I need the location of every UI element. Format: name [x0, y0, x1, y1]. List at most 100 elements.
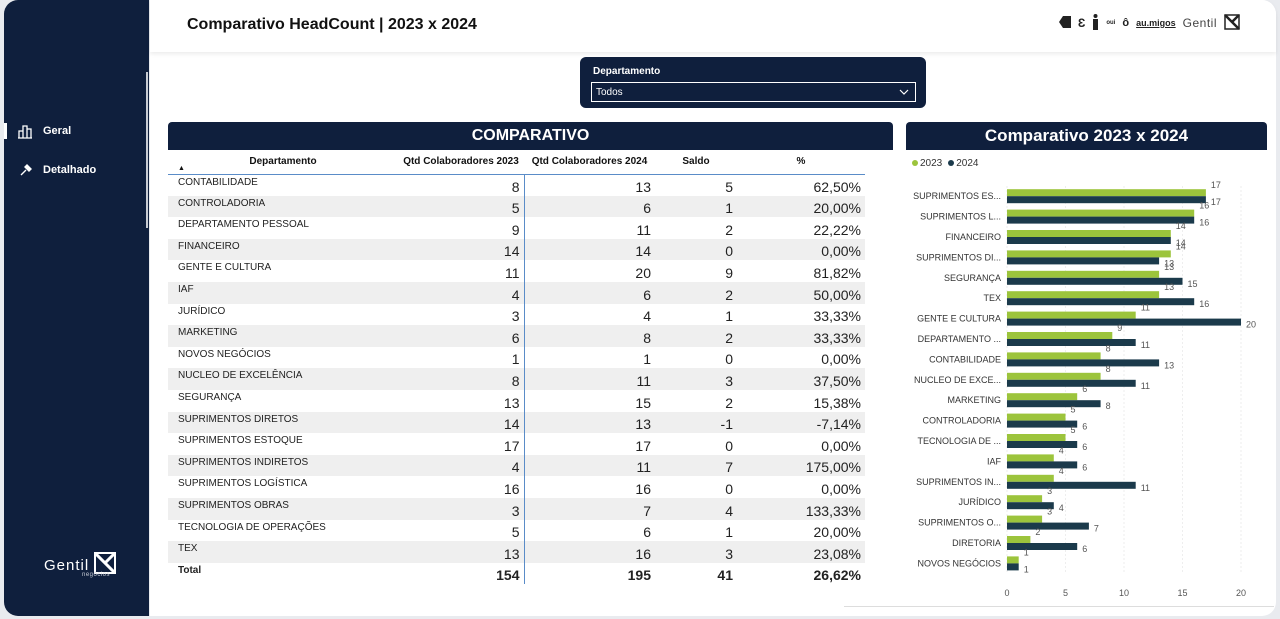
bar-2023[interactable]: [1007, 434, 1066, 441]
bar-2024[interactable]: [1007, 196, 1206, 204]
main-canvas: Comparativo HeadCount | 2023 x 2024 Ɛ ou…: [150, 0, 1276, 616]
table-row[interactable]: SUPRIMENTOS DIRETOS 14 13 -1 -7,14%: [168, 411, 865, 434]
cell-qtd-2024: 6: [643, 524, 651, 541]
table-row[interactable]: MARKETING 6 8 2 33,33%: [168, 325, 865, 347]
bar-2023[interactable]: [1007, 413, 1066, 421]
data-label: 4: [1059, 466, 1064, 476]
table-row[interactable]: JURÍDICO 3 4 1 33,33%: [168, 303, 865, 326]
bar-2023[interactable]: [1007, 454, 1054, 462]
bar-2024[interactable]: [1007, 481, 1136, 489]
cell-departamento: SUPRIMENTOS INDIRETOS: [168, 454, 398, 477]
cell-percent: 23,08%: [737, 541, 865, 563]
cell-qtd-2023: 4: [398, 281, 525, 304]
column-header-percent[interactable]: %: [737, 150, 865, 175]
brand-gentil: Gentil: [1182, 16, 1217, 30]
bar-2023[interactable]: [1007, 474, 1054, 482]
bar-chart: 2023 2024 0 5 10 15 20 SUPRIMENTOS ES... 17 17 S…: [906, 150, 1266, 610]
cell-saldo: 0: [725, 437, 733, 454]
bar-2023[interactable]: [1007, 209, 1195, 217]
table-row[interactable]: TECNOLOGIA DE OPERAÇÕES 5 6 1 20,00%: [168, 519, 865, 542]
table-row[interactable]: FINANCEIRO 14 14 0 0,00%: [168, 238, 865, 261]
table-row[interactable]: DEPARTAMENTO PESSOAL 9 11 2 22,22%: [168, 217, 865, 239]
cell-saldo: 2: [725, 394, 733, 411]
bar-2023[interactable]: [1007, 291, 1160, 299]
y-category-label: DEPARTAMENTO ...: [918, 334, 1001, 344]
sidebar: Geral Detalhado Gentil negócios: [4, 0, 149, 616]
bar-2024[interactable]: [1007, 400, 1101, 408]
cell-departamento: MARKETING: [168, 325, 398, 347]
cell-qtd-2024: 7: [524, 497, 655, 520]
bar-2023[interactable]: [1007, 189, 1206, 197]
bar-2023[interactable]: [1007, 332, 1113, 339]
data-label: 1: [1024, 564, 1029, 574]
table-row[interactable]: NUCLEO DE EXCELÊNCIA 8 11 3 37,50%: [168, 368, 865, 390]
bar-2024[interactable]: [1007, 277, 1183, 285]
bar-2023[interactable]: [1007, 556, 1019, 564]
bar-2024[interactable]: [1007, 420, 1078, 428]
table-row[interactable]: NOVOS NEGÓCIOS 1 1 0 0,00%: [168, 346, 865, 369]
bar-2023[interactable]: [1007, 230, 1171, 237]
bar-2024[interactable]: [1007, 563, 1019, 571]
bar-2024[interactable]: [1007, 318, 1241, 326]
column-header-qtd-2024[interactable]: Qtd Colaboradores 2024: [524, 150, 655, 175]
bar-2023[interactable]: [1007, 536, 1031, 543]
bar-2024[interactable]: [1007, 298, 1195, 306]
data-label: 15: [1188, 279, 1198, 289]
sidebar-item-detalhado[interactable]: Detalhado: [19, 163, 96, 177]
table-row[interactable]: CONTABILIDADE 8 13 5 62,50%: [168, 174, 865, 196]
bar-2024[interactable]: [1007, 543, 1078, 550]
table-row[interactable]: SUPRIMENTOS OBRAS 3 7 4 133,33%: [168, 497, 865, 520]
bar-2024[interactable]: [1007, 237, 1171, 244]
gentil-logo-mark: [94, 551, 117, 575]
bar-2024[interactable]: [1007, 461, 1078, 469]
bar-2023[interactable]: [1007, 311, 1136, 319]
bar-2024[interactable]: [1007, 379, 1136, 387]
legend-item-2024[interactable]: 2024: [948, 158, 979, 169]
sidebar-item-geral[interactable]: Geral: [17, 123, 71, 139]
bar-2024[interactable]: [1007, 359, 1160, 367]
cell-percent: 22,22%: [813, 221, 861, 238]
cell-departamento: NUCLEO DE EXCELÊNCIA: [168, 368, 398, 390]
y-category-label: SUPRIMENTOS ES...: [913, 191, 1001, 201]
bar-2024[interactable]: [1007, 502, 1054, 510]
brand-o: ô: [1122, 17, 1130, 29]
table-row[interactable]: SUPRIMENTOS ESTOQUE 17 17 0 0,00%: [168, 433, 865, 455]
total-qtd-2024: 195: [524, 562, 655, 585]
column-header-departamento[interactable]: ▲ Departamento: [168, 150, 398, 175]
bar-2024[interactable]: [1007, 339, 1136, 346]
cell-percent: 133,33%: [737, 497, 865, 520]
cell-qtd-2023: 11: [398, 260, 525, 282]
bar-2024[interactable]: [1007, 257, 1160, 265]
column-header-saldo[interactable]: Saldo: [655, 150, 737, 175]
y-category-label: JURÍDICO: [959, 497, 1002, 507]
legend-item-2023[interactable]: 2023: [912, 158, 942, 169]
cell-departamento: CONTABILIDADE: [178, 176, 258, 188]
cell-qtd-2023: 14: [398, 411, 525, 434]
bar-2023[interactable]: [1007, 270, 1160, 278]
bar-2023[interactable]: [1007, 352, 1101, 360]
bar-2023[interactable]: [1007, 393, 1078, 401]
table-row[interactable]: SEGURANÇA 13 15 2 15,38%: [168, 389, 865, 412]
bar-2024[interactable]: [1007, 441, 1078, 448]
data-label: 6: [1082, 384, 1087, 394]
y-category-label: CONTABILIDADE: [929, 354, 1001, 364]
table-row[interactable]: SUPRIMENTOS INDIRETOS 4 11 7 175,00%: [168, 454, 865, 477]
bar-2023[interactable]: [1007, 250, 1171, 258]
bar-2023[interactable]: [1007, 515, 1043, 523]
table-row[interactable]: IAF 4 6 2 50,00%: [168, 281, 865, 304]
table-row[interactable]: GENTE E CULTURA 11 20 9 81,82%: [168, 260, 865, 282]
y-category-label: SUPRIMENTOS DI...: [916, 252, 1001, 262]
bar-2023[interactable]: [1007, 495, 1043, 503]
cell-qtd-2023: 5: [398, 519, 525, 542]
table-row[interactable]: CONTROLADORIA 5 6 1 20,00%: [168, 195, 865, 218]
bar-2024[interactable]: [1007, 522, 1089, 530]
column-header-qtd-2023[interactable]: Qtd Colaboradores 2023: [398, 150, 524, 175]
y-category-label: TECNOLOGIA DE ...: [917, 436, 1001, 446]
departamento-dropdown[interactable]: Todos: [591, 82, 916, 102]
table-row[interactable]: SUPRIMENTOS LOGÍSTICA 16 16 0 0,00%: [168, 476, 865, 498]
table-row[interactable]: TEX 13 16 3 23,08%: [168, 541, 865, 563]
cell-departamento: SEGURANÇA: [178, 391, 242, 403]
bar-2023[interactable]: [1007, 372, 1101, 380]
bar-2024[interactable]: [1007, 216, 1195, 224]
brand-aumigos: au.migos: [1136, 18, 1176, 28]
